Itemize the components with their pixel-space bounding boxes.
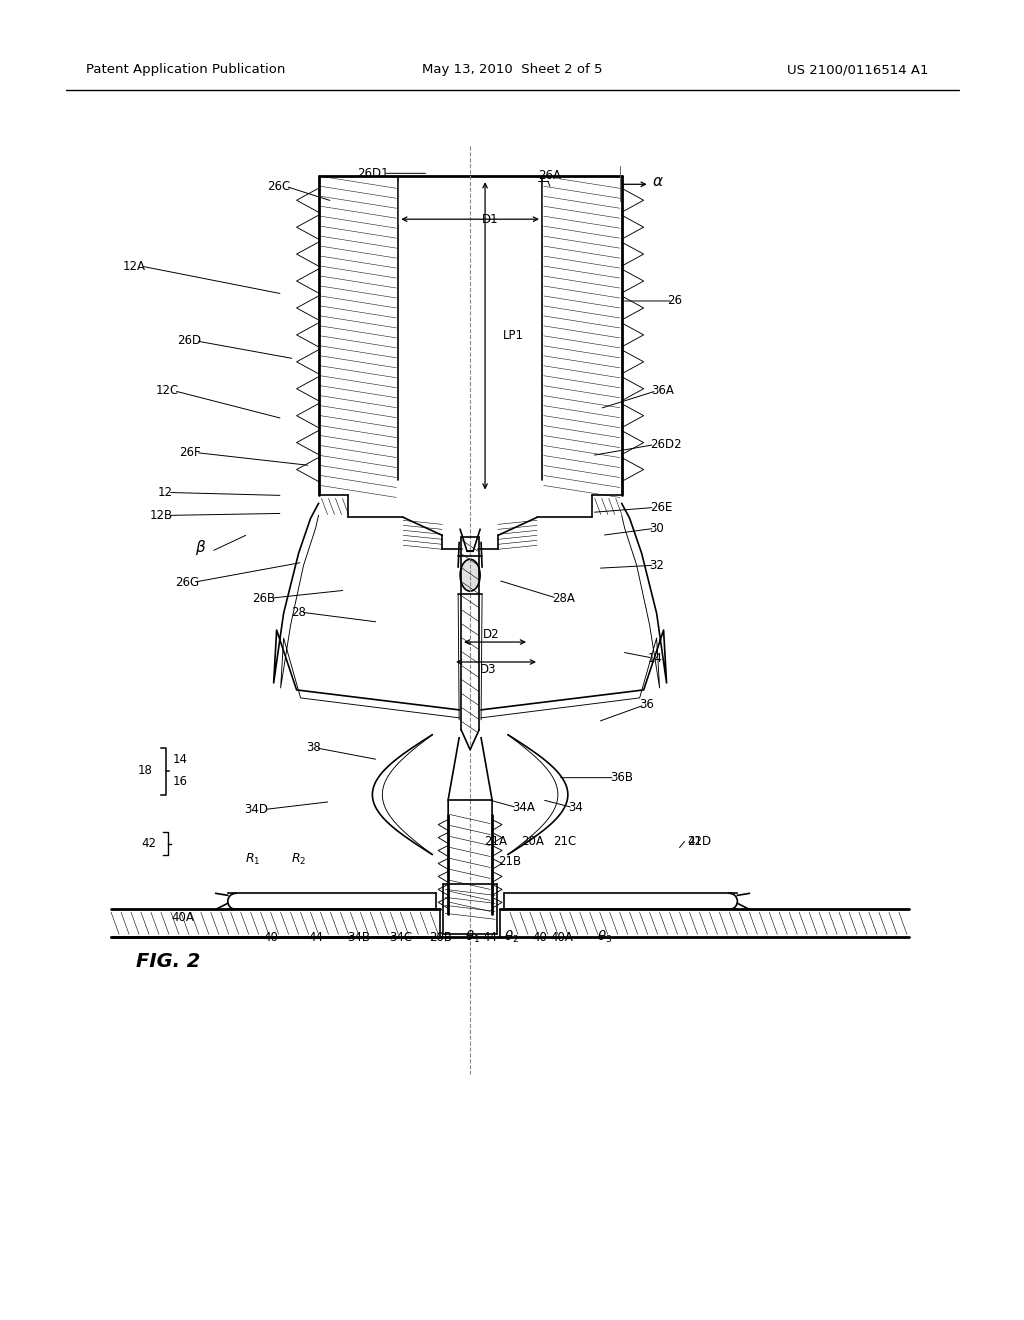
Text: 26G: 26G — [175, 576, 199, 589]
Text: 30: 30 — [649, 521, 665, 535]
Text: $\theta_3$: $\theta_3$ — [597, 929, 612, 945]
Text: $\theta_1$: $\theta_1$ — [465, 929, 479, 945]
Text: 12: 12 — [158, 486, 173, 499]
Text: 26D2: 26D2 — [649, 438, 681, 451]
Text: D2: D2 — [482, 627, 500, 640]
Text: Patent Application Publication: Patent Application Publication — [86, 63, 286, 77]
Text: 28A: 28A — [552, 591, 574, 605]
Text: 42: 42 — [687, 836, 702, 847]
Text: 16: 16 — [173, 775, 188, 788]
Text: 26D: 26D — [177, 334, 201, 347]
Text: 34D: 34D — [245, 803, 268, 816]
Text: 40: 40 — [263, 931, 279, 944]
Text: 28: 28 — [291, 606, 305, 619]
Text: 38: 38 — [306, 742, 321, 754]
Text: 44: 44 — [308, 931, 323, 944]
Text: 34A: 34A — [512, 801, 535, 814]
Text: 26: 26 — [668, 294, 683, 308]
Text: 36B: 36B — [609, 771, 633, 784]
Text: 34: 34 — [568, 801, 583, 814]
Text: 21A: 21A — [484, 836, 508, 847]
Text: $R_1$: $R_1$ — [245, 851, 260, 867]
Text: $\theta_2$: $\theta_2$ — [505, 929, 519, 945]
Text: 26A: 26A — [538, 169, 561, 182]
Text: 34B: 34B — [347, 931, 370, 944]
Text: May 13, 2010  Sheet 2 of 5: May 13, 2010 Sheet 2 of 5 — [422, 63, 602, 77]
Text: 26B: 26B — [253, 591, 275, 605]
Text: LP1: LP1 — [503, 330, 524, 342]
Text: 12C: 12C — [156, 384, 179, 397]
Text: 26E: 26E — [649, 500, 672, 513]
Text: 20B: 20B — [429, 931, 452, 944]
Text: 12A: 12A — [123, 260, 146, 272]
Text: D3: D3 — [480, 664, 497, 676]
Text: FIG. 2: FIG. 2 — [136, 952, 201, 970]
Text: 34C: 34C — [389, 931, 412, 944]
Text: 26F: 26F — [179, 446, 201, 459]
Text: 32: 32 — [649, 558, 665, 572]
Text: 14: 14 — [647, 652, 663, 664]
Text: $\alpha$: $\alpha$ — [651, 174, 664, 189]
Text: US 2100/0116514 A1: US 2100/0116514 A1 — [787, 63, 929, 77]
Text: 36: 36 — [640, 698, 654, 711]
Text: 40: 40 — [532, 931, 548, 944]
Text: 21C: 21C — [553, 836, 577, 847]
Text: 26D1: 26D1 — [356, 166, 388, 180]
Text: 42: 42 — [141, 837, 156, 850]
Text: $R_2$: $R_2$ — [291, 851, 306, 867]
Text: $\beta$: $\beta$ — [196, 537, 207, 557]
Text: 40A: 40A — [171, 911, 195, 924]
Text: 36A: 36A — [651, 384, 675, 397]
Text: D1: D1 — [481, 213, 499, 226]
Text: 21B: 21B — [499, 855, 521, 869]
Text: 44: 44 — [482, 931, 498, 944]
Ellipse shape — [460, 560, 480, 591]
Text: 20A: 20A — [521, 836, 545, 847]
Text: 12B: 12B — [150, 510, 173, 521]
Text: 14: 14 — [173, 754, 188, 766]
Text: 21D: 21D — [687, 836, 712, 847]
Text: 18: 18 — [138, 764, 153, 777]
Text: 40A: 40A — [551, 931, 573, 944]
Text: 26C: 26C — [267, 180, 291, 193]
